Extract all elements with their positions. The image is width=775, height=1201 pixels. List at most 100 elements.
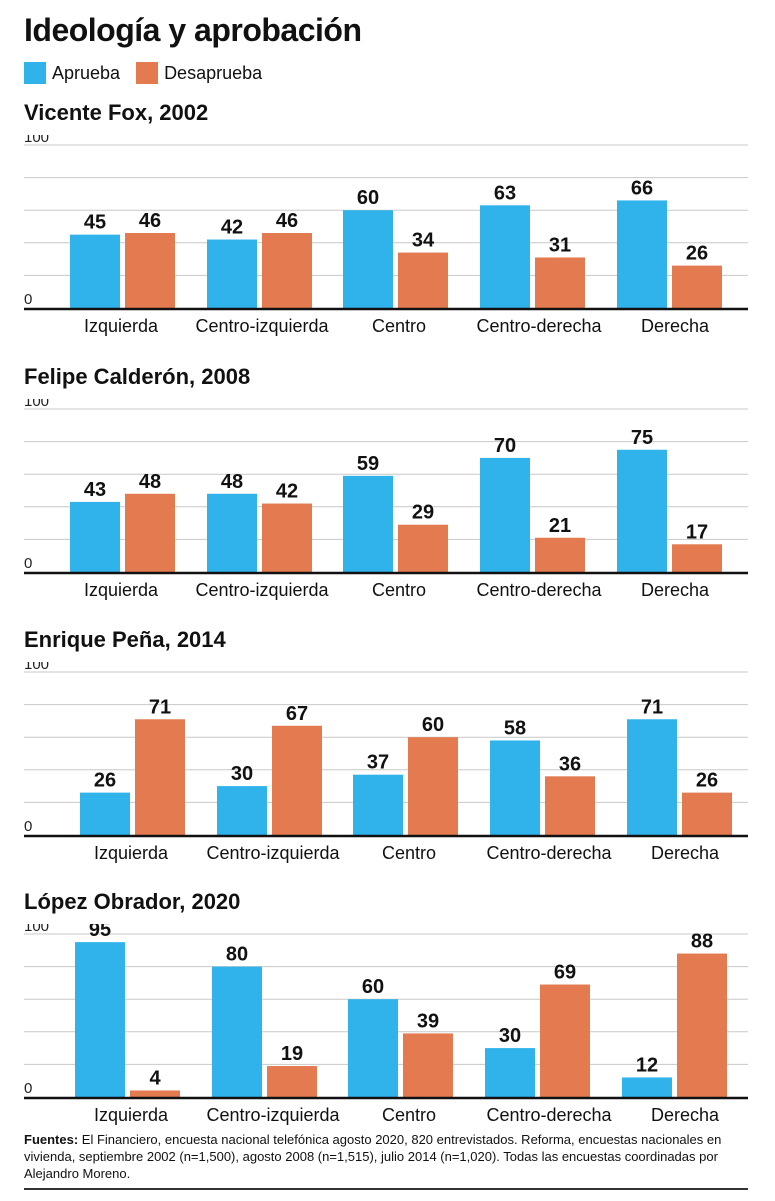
data-label: 71 xyxy=(641,696,663,718)
category-label: Derecha xyxy=(641,580,710,600)
bar xyxy=(682,792,732,835)
bar xyxy=(672,544,722,572)
y-tick-label: 100 xyxy=(24,924,49,935)
bar xyxy=(408,737,458,835)
bar xyxy=(343,475,393,572)
data-label: 30 xyxy=(499,1025,521,1047)
data-label: 39 xyxy=(417,1010,439,1032)
data-label: 60 xyxy=(362,976,384,998)
data-label: 26 xyxy=(696,770,718,792)
data-label: 29 xyxy=(412,502,434,524)
bar xyxy=(130,1090,180,1097)
bar xyxy=(80,792,130,835)
bar xyxy=(480,457,530,572)
sources-note: Fuentes: El Financiero, encuesta naciona… xyxy=(24,1131,754,1182)
bar xyxy=(348,999,398,1097)
y-tick-label: 0 xyxy=(24,291,32,308)
category-label: Izquierda xyxy=(94,843,169,863)
data-label: 70 xyxy=(494,435,516,457)
panel-title-lopez: López Obrador, 2020 xyxy=(24,889,241,914)
legend-item-aprueba: Aprueba xyxy=(24,62,120,84)
category-label: Centro-izquierda xyxy=(195,316,329,336)
bar xyxy=(262,503,312,572)
category-label: Izquierda xyxy=(94,1105,169,1125)
data-label: 60 xyxy=(422,714,444,736)
chart-lopez: 100 0 95 4 Izquierda 80 19 Centro-izquierda 60 39… xyxy=(24,924,748,1125)
data-label: 59 xyxy=(357,453,379,475)
sources-text: El Financiero, encuesta nacional telefón… xyxy=(24,1132,722,1181)
bar xyxy=(398,524,448,572)
y-tick-label: 0 xyxy=(24,1080,32,1097)
bar xyxy=(677,953,727,1097)
data-label: 46 xyxy=(139,210,161,232)
data-label: 45 xyxy=(84,212,106,234)
panel-title-pena: Enrique Peña, 2014 xyxy=(24,627,226,652)
data-label: 88 xyxy=(691,931,713,953)
bar xyxy=(403,1033,453,1097)
bar xyxy=(343,210,393,308)
bar xyxy=(617,200,667,308)
bar xyxy=(125,493,175,572)
data-label: 4 xyxy=(149,1067,161,1089)
y-tick-label: 100 xyxy=(24,662,49,673)
data-label: 67 xyxy=(286,703,308,725)
panel-title-calderon: Felipe Calderón, 2008 xyxy=(24,364,251,389)
legend-swatch-aprueba xyxy=(24,62,46,84)
data-label: 43 xyxy=(84,479,106,501)
data-label: 80 xyxy=(226,944,248,966)
data-label: 37 xyxy=(367,752,389,774)
data-label: 42 xyxy=(276,481,298,503)
category-label: Centro-derecha xyxy=(486,843,612,863)
category-label: Derecha xyxy=(651,843,720,863)
category-label: Centro-derecha xyxy=(476,316,602,336)
data-label: 48 xyxy=(221,471,243,493)
data-label: 36 xyxy=(559,753,581,775)
data-label: 30 xyxy=(231,763,253,785)
data-label: 66 xyxy=(631,177,653,199)
legend: Aprueba Desaprueba xyxy=(24,62,278,84)
category-label: Izquierda xyxy=(84,580,159,600)
panel-title-fox: Vicente Fox, 2002 xyxy=(24,100,209,125)
bar xyxy=(135,719,185,835)
bar xyxy=(545,776,595,835)
data-label: 19 xyxy=(281,1043,303,1065)
chart-pena: 100 0 26 71 Izquierda 30 67 Centro-izquierda 37 6… xyxy=(24,662,748,863)
data-label: 46 xyxy=(276,210,298,232)
data-label: 34 xyxy=(412,230,435,252)
bar xyxy=(535,537,585,572)
footer-divider xyxy=(24,1188,748,1190)
legend-label-desaprueba: Desaprueba xyxy=(164,62,263,83)
category-label: Derecha xyxy=(651,1105,720,1125)
data-label: 58 xyxy=(504,717,526,739)
data-label: 21 xyxy=(549,515,571,537)
data-label: 75 xyxy=(631,427,653,449)
data-label: 60 xyxy=(357,187,379,209)
bar xyxy=(262,233,312,308)
category-label: Centro xyxy=(372,316,426,336)
y-tick-label: 100 xyxy=(24,399,49,410)
category-label: Derecha xyxy=(641,316,710,336)
y-tick-label: 0 xyxy=(24,555,32,572)
category-label: Centro xyxy=(382,843,436,863)
legend-item-desaprueba: Desaprueba xyxy=(136,62,262,84)
bar xyxy=(272,725,322,835)
bar xyxy=(617,449,667,572)
page-title: Ideología y aprobación xyxy=(24,12,362,48)
category-label: Centro xyxy=(372,580,426,600)
bar xyxy=(75,942,125,1097)
chart-fox: 100 0 45 46 Izquierda 42 46 Centro-izquierda 60 3… xyxy=(24,135,748,336)
data-label: 42 xyxy=(221,217,243,239)
bar xyxy=(480,205,530,308)
category-label: Centro-izquierda xyxy=(206,1105,340,1125)
bar xyxy=(217,786,267,835)
bar xyxy=(353,774,403,835)
bar xyxy=(672,265,722,308)
bar xyxy=(627,719,677,835)
y-tick-label: 100 xyxy=(24,135,49,146)
legend-swatch-desaprueba xyxy=(136,62,159,84)
bar xyxy=(212,966,262,1097)
bar xyxy=(70,501,120,572)
data-label: 48 xyxy=(139,471,161,493)
category-label: Centro-izquierda xyxy=(195,580,329,600)
category-label: Izquierda xyxy=(84,316,159,336)
